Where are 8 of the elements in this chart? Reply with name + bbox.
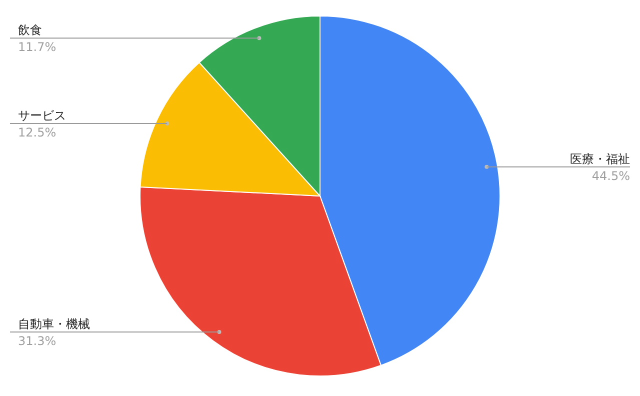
data-label: 11.7%: [18, 40, 56, 54]
data-label: 12.5%: [18, 125, 56, 140]
slice-label: 飲食: [18, 23, 42, 38]
slice-label: 自動車・機械: [18, 316, 90, 331]
slice-label: サービス: [18, 108, 66, 122]
data-label: 44.5%: [592, 168, 630, 183]
slice-label: 医療・福祉: [570, 152, 630, 166]
data-label: 31.3%: [18, 334, 56, 348]
